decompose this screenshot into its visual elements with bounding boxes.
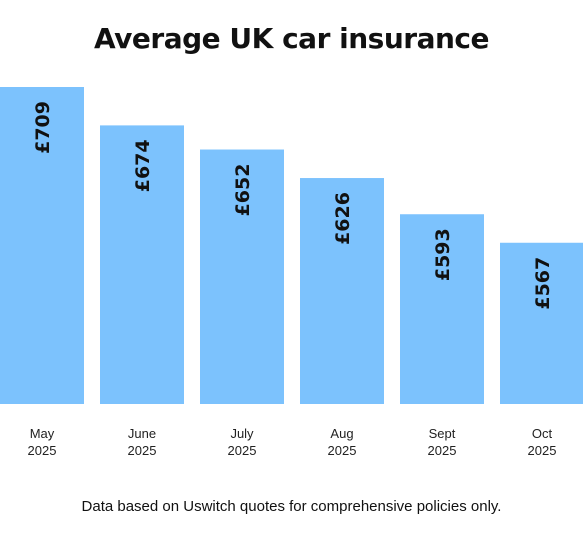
x-tick-month: Aug xyxy=(330,426,353,441)
bar-value-label: £593 xyxy=(432,228,454,281)
footnote: Data based on Uswitch quotes for compreh… xyxy=(81,498,502,515)
bar-value-label: £626 xyxy=(332,192,354,245)
x-tick-month: Sept xyxy=(429,426,456,441)
x-tick-year: 2025 xyxy=(228,443,257,458)
bar-june xyxy=(100,125,184,405)
x-tick-month: May xyxy=(30,426,55,441)
bar-aug xyxy=(300,178,384,404)
x-tick-month: Oct xyxy=(532,426,553,441)
x-tick-year: 2025 xyxy=(128,443,157,458)
x-tick-year: 2025 xyxy=(28,443,57,458)
bar-chart: £709 May 2025 £674 June 2025 £652 July 2025 £626 A… xyxy=(0,87,583,458)
bar-oct xyxy=(500,242,583,404)
x-tick-month: June xyxy=(128,426,156,441)
x-tick-year: 2025 xyxy=(528,443,557,458)
bar-july xyxy=(200,149,284,404)
bar-value-label: £674 xyxy=(132,139,154,192)
chart-title: Average UK car insurance xyxy=(94,22,489,55)
bar-sept xyxy=(400,214,484,404)
x-tick-year: 2025 xyxy=(328,443,357,458)
bar-value-label: £567 xyxy=(532,257,554,310)
bar-value-label: £709 xyxy=(32,101,54,154)
bar-may xyxy=(0,87,84,404)
x-tick-month: July xyxy=(230,426,254,441)
bar-value-label: £652 xyxy=(232,164,254,217)
x-tick-year: 2025 xyxy=(428,443,457,458)
